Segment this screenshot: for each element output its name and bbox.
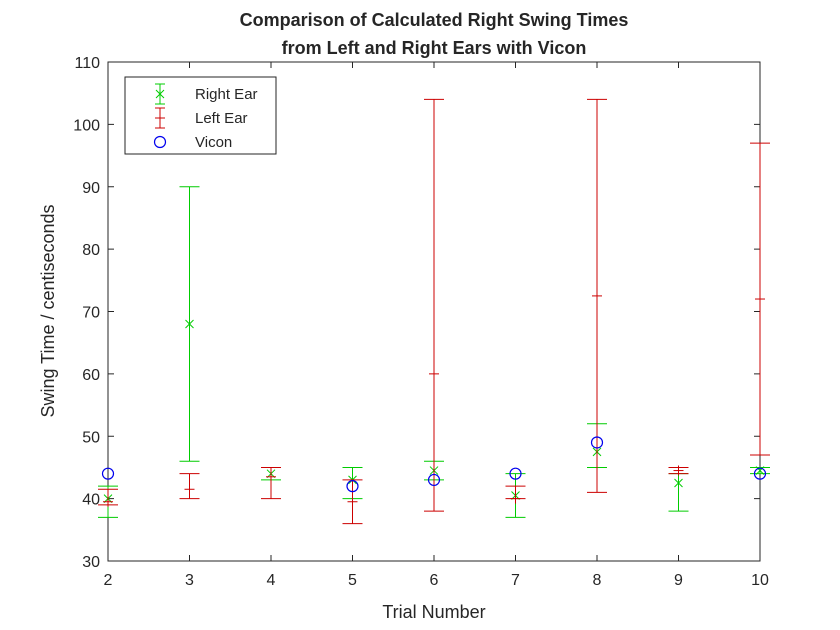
y-tick-label: 80	[82, 242, 100, 259]
y-tick-label: 60	[82, 367, 100, 384]
x-tick-label: 2	[104, 572, 113, 589]
data-point-right-ear	[755, 466, 765, 475]
legend: Right Ear Left Ear Vicon	[124, 76, 277, 155]
data-point-vicon	[753, 467, 767, 480]
legend-item-left-ear: Left Ear	[155, 107, 248, 129]
y-axis-label: Swing Time / centiseconds	[38, 204, 58, 417]
data-point-vicon	[509, 467, 522, 480]
data-point-left-ear	[673, 465, 684, 476]
x-tick-label: 8	[593, 572, 602, 589]
x-axis-label: Trial Number	[382, 602, 485, 622]
data-point-right-ear	[674, 478, 683, 488]
series-left-ear	[98, 98, 770, 525]
y-tick-label: 50	[82, 429, 100, 446]
data-point-left-ear	[510, 493, 521, 504]
chart-title-line-2: from Left and Right Ears with Vicon	[282, 38, 587, 58]
x-tick-label: 9	[674, 572, 683, 589]
y-tick-label: 40	[82, 492, 100, 509]
error-bar-left-ear	[424, 98, 444, 512]
x-tick-label: 6	[430, 572, 439, 589]
data-point-vicon	[101, 467, 115, 480]
x-tick-label: 10	[751, 572, 769, 589]
x-tick-label: 3	[185, 572, 194, 589]
x-tick-label: 5	[348, 572, 357, 589]
x-tick-label: 7	[511, 572, 520, 589]
data-point-left-ear	[429, 368, 439, 379]
legend-label-vicon: Vicon	[195, 134, 232, 151]
data-point-left-ear	[347, 496, 358, 507]
legend-item-right-ear: Right Ear	[155, 83, 258, 105]
data-point-vicon	[427, 473, 441, 487]
y-tick-label: 100	[73, 117, 100, 134]
data-point-left-ear	[755, 294, 765, 305]
y-tick-label: 30	[82, 554, 100, 571]
axis-ticks: 2 3 4 5 6 7 8 9 10 30 40 50 60 70 80 90 100 110	[73, 55, 769, 589]
y-tick-label: 70	[82, 305, 100, 322]
legend-box	[124, 76, 277, 155]
data-point-vicon	[346, 480, 359, 493]
legend-item-vicon: Vicon	[153, 134, 232, 151]
legend-label-left-ear: Left Ear	[195, 110, 248, 127]
y-tick-label: 90	[82, 180, 100, 197]
y-tick-label: 110	[74, 55, 100, 72]
data-series	[98, 98, 770, 525]
data-point-left-ear	[266, 471, 276, 482]
x-tick-label: 4	[267, 572, 276, 589]
data-point-left-ear	[184, 484, 195, 495]
data-point-vicon	[590, 436, 604, 449]
data-point-right-ear	[185, 319, 194, 329]
chart-title-line-1: Comparison of Calculated Right Swing Tim…	[240, 10, 629, 30]
data-point-left-ear	[103, 496, 113, 507]
legend-label-right-ear: Right Ear	[195, 86, 258, 103]
legend-marker-left-ear	[155, 113, 165, 123]
series-vicon	[101, 436, 767, 493]
legend-marker-vicon	[153, 135, 167, 149]
data-point-left-ear	[592, 290, 602, 301]
legend-marker-right-ear	[155, 89, 165, 99]
